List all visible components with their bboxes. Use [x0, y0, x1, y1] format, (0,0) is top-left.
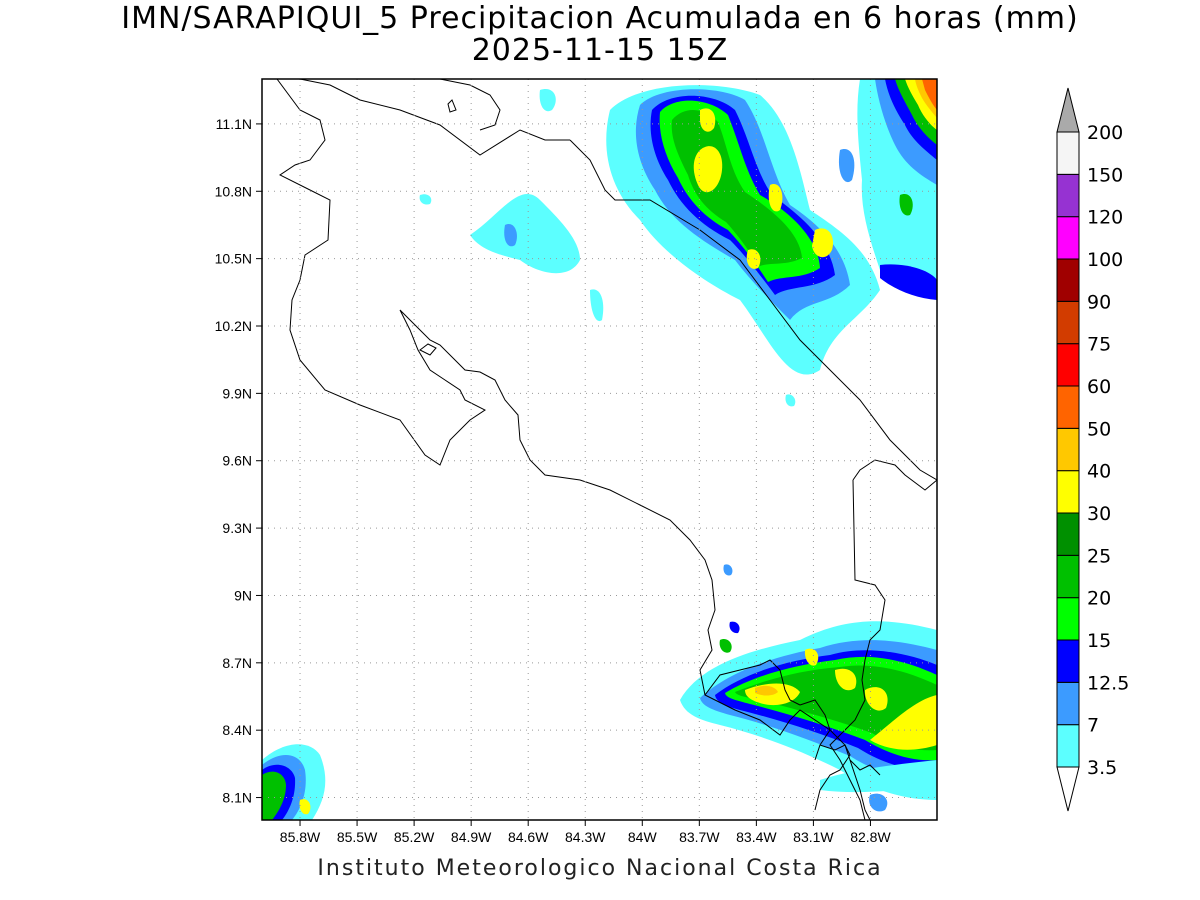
colorbar-label: 100 — [1087, 249, 1123, 271]
lon-tick-label: 85.8W — [280, 829, 321, 845]
colorbar-label: 3.5 — [1087, 757, 1117, 779]
lat-tick-label: 9.3N — [222, 520, 252, 536]
lat-tick-label: 9.9N — [222, 385, 252, 401]
burica-point — [814, 744, 851, 811]
colorbar-swatch — [1056, 343, 1080, 387]
colorbar-swatch — [1056, 300, 1080, 345]
colorbar-label: 30 — [1087, 503, 1111, 525]
rain-cell-north-west — [419, 89, 796, 407]
panama-border — [829, 459, 937, 820]
rain-cell-northeast — [838, 79, 937, 300]
colorbar-swatch — [1056, 681, 1080, 726]
colorbar-label: 60 — [1087, 376, 1111, 398]
lon-tick-label: 83.7W — [679, 829, 720, 845]
colorbar-lower-arrow — [1056, 766, 1080, 812]
coastline-borders — [276, 79, 937, 820]
colorbar-label: 25 — [1087, 545, 1111, 567]
lat-tick-label: 9N — [234, 587, 252, 603]
lat-tick-label: 8.1N — [222, 790, 252, 806]
colorbar-swatch — [1056, 724, 1080, 768]
colorbar-upper-arrow — [1056, 87, 1080, 133]
colorbar-swatch — [1056, 385, 1080, 429]
island-ometepe — [447, 99, 457, 113]
colorbar-label: 150 — [1087, 164, 1123, 186]
colorbar-swatch — [1056, 258, 1080, 302]
lon-tick-label: 84W — [628, 829, 658, 845]
map-title: IMN/SARAPIQUI_5 Precipitacion Acumulada … — [121, 1, 1079, 36]
map-datetime: 2025-11-15 15Z — [471, 33, 729, 68]
colorbar-swatch — [1056, 216, 1080, 260]
colorbar-label: 75 — [1087, 334, 1111, 356]
golfo-dulce — [799, 699, 831, 761]
lon-tick-label: 83.1W — [793, 829, 834, 845]
north-islet — [849, 759, 881, 776]
colorbar-swatch — [1056, 173, 1080, 218]
map-frame — [261, 78, 938, 821]
lon-tick-label: 84.6W — [508, 829, 549, 845]
lon-tick-label: 82.8W — [850, 829, 891, 845]
island-chira — [419, 343, 437, 356]
colorbar-label: 40 — [1087, 461, 1111, 483]
colorbar-swatch — [1056, 639, 1080, 683]
rain-cell-south — [680, 564, 937, 812]
lat-tick-label: 10.5N — [215, 251, 252, 267]
colorbar-swatch — [1056, 131, 1080, 175]
colorbar-swatch — [1056, 470, 1080, 514]
nicaragua-border — [299, 79, 570, 156]
lake-nicaragua-shore — [439, 79, 501, 131]
lon-tick-label: 83.4W — [736, 829, 777, 845]
lat-tick-label: 8.4N — [222, 722, 252, 738]
colorbar-label: 20 — [1087, 588, 1111, 610]
lat-tick-label: 8.7N — [222, 655, 252, 671]
axis-ticks: 85.8W 85.5W 85.2W 84.9W 84.6W 84.3W 84W 83.7W 83… — [215, 116, 892, 845]
institution-credit: Instituto Meteorologico Nacional Costa R… — [317, 856, 883, 881]
lat-tick-label: 10.2N — [215, 318, 252, 334]
lat-tick-label: 9.6N — [222, 453, 252, 469]
rain-cell-southwest — [262, 744, 326, 820]
colorbar-label: 7 — [1087, 715, 1099, 737]
colorbar-swatch — [1056, 427, 1080, 472]
colorbar-label: 50 — [1087, 418, 1111, 440]
colorbar-label: 120 — [1087, 207, 1123, 229]
lon-tick-label: 84.9W — [451, 829, 492, 845]
colorbar-label: 90 — [1087, 291, 1111, 313]
pacific-coastline — [276, 79, 871, 820]
osa-peninsula — [704, 659, 801, 706]
colorbar-swatch — [1056, 597, 1080, 641]
colorbar-label: 200 — [1087, 122, 1123, 144]
colorbar-label: 12.5 — [1087, 672, 1129, 694]
colorbar: 3.5 7 12.5 15 20 25 30 40 50 60 75 90 100 120 150 200 — [1056, 87, 1129, 812]
lon-tick-label: 85.5W — [337, 829, 378, 845]
colorbar-swatch — [1056, 512, 1080, 556]
colorbar-label: 15 — [1087, 630, 1111, 652]
lat-tick-label: 11.1N — [216, 116, 252, 132]
lat-tick-label: 10.8N — [215, 183, 252, 199]
lon-tick-label: 84.3W — [565, 829, 606, 845]
lon-tick-label: 85.2W — [394, 829, 435, 845]
colorbar-swatch — [1056, 554, 1080, 599]
caribbean-coastline — [569, 139, 937, 481]
